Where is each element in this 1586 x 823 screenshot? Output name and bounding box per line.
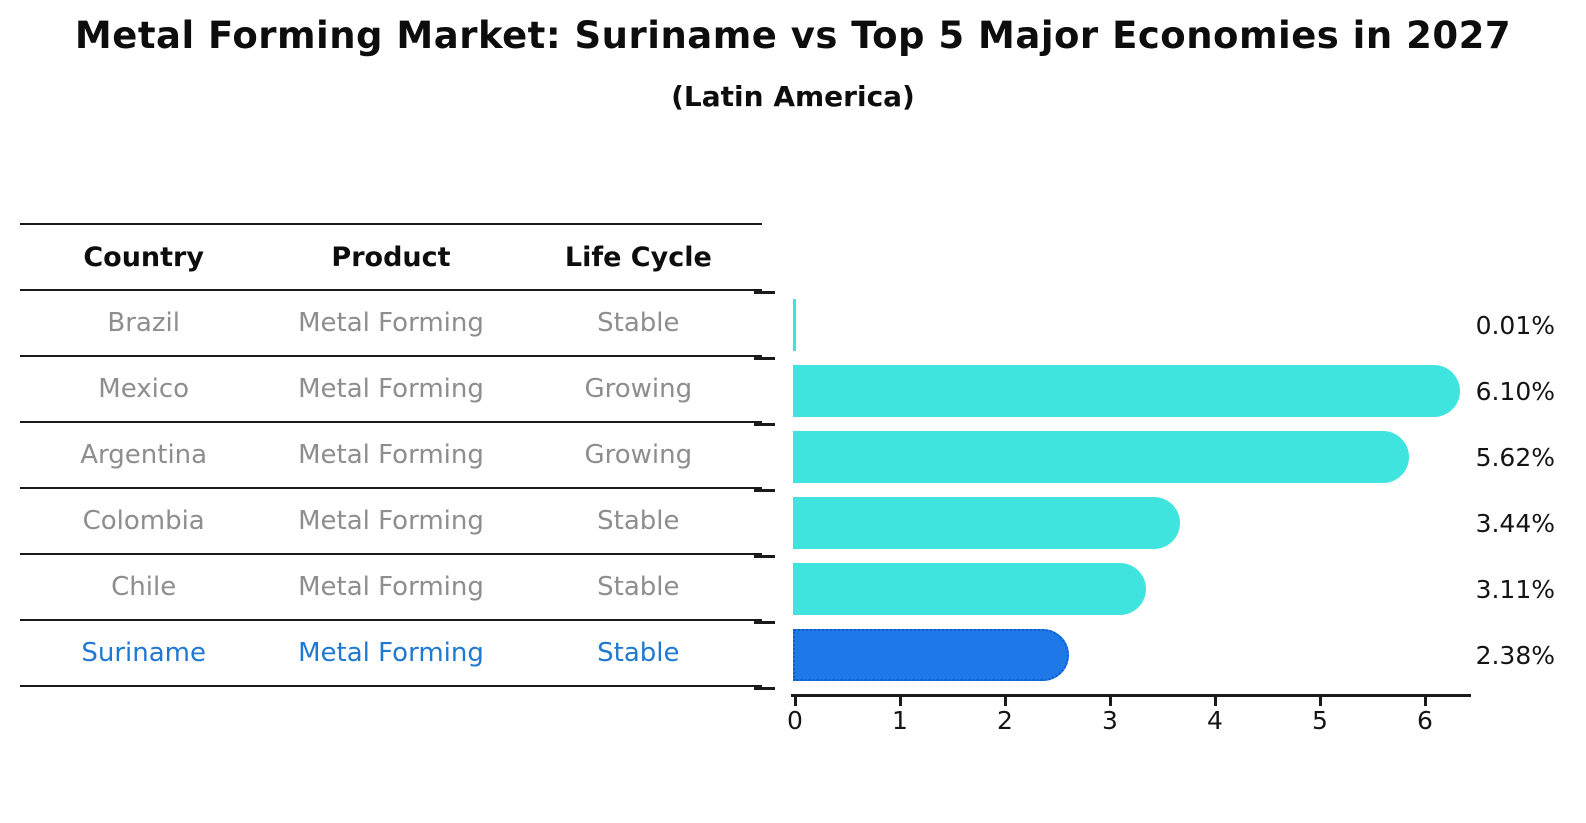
cell-lifecycle: Growing [584, 440, 693, 470]
bar-colombia [793, 497, 1181, 549]
bar-argentina [793, 431, 1410, 483]
cell-country: Suriname [81, 638, 206, 668]
x-axis-tick [1424, 697, 1427, 706]
cell-country: Colombia [82, 506, 205, 536]
x-axis-tick-label: 1 [892, 706, 908, 735]
table-row: Argentina Metal Forming Growing [20, 423, 762, 489]
cell-product: Metal Forming [298, 506, 484, 536]
table-row: Chile Metal Forming Stable [20, 555, 762, 621]
x-axis-tick [794, 697, 797, 706]
x-axis-tick-label: 0 [787, 706, 803, 735]
bar-value-label: 3.11% [1475, 574, 1555, 604]
table-row: Brazil Metal Forming Stable [20, 291, 762, 357]
cell-country: Brazil [107, 308, 180, 338]
cell-lifecycle: Stable [597, 506, 680, 536]
x-axis-tick [1109, 697, 1112, 706]
cell-country: Chile [111, 572, 177, 602]
bar-value-label: 0.01% [1475, 310, 1555, 340]
bar-suriname [793, 629, 1069, 681]
bar-value-label: 5.62% [1475, 442, 1555, 472]
bar-value-label: 2.38% [1475, 640, 1555, 670]
cell-product: Metal Forming [298, 374, 484, 404]
cell-product: Metal Forming [298, 308, 484, 338]
x-axis-tick-label: 6 [1417, 706, 1433, 735]
column-header-country: Country [83, 241, 204, 273]
cell-country: Argentina [80, 440, 208, 470]
x-axis-tick [1319, 697, 1322, 706]
table-header-row: Country Product Life Cycle [20, 225, 762, 291]
x-axis-tick-label: 4 [1207, 706, 1223, 735]
x-axis-tick [1214, 697, 1217, 706]
cell-product: Metal Forming [298, 440, 484, 470]
bar-chile [793, 563, 1146, 615]
y-axis-tick [754, 687, 775, 690]
cell-product: Metal Forming [298, 572, 484, 602]
column-header-product: Product [331, 241, 451, 273]
cell-lifecycle: Stable [597, 572, 680, 602]
comparison-table: Country Product Life Cycle Brazil Metal … [20, 223, 762, 687]
bar-value-label: 6.10% [1475, 376, 1555, 406]
cell-lifecycle: Stable [597, 308, 680, 338]
table-row: Colombia Metal Forming Stable [20, 489, 762, 555]
cell-product: Metal Forming [298, 638, 484, 668]
column-header-lifecycle: Life Cycle [564, 241, 712, 273]
cell-lifecycle: Growing [584, 374, 693, 404]
x-axis-tick [1004, 697, 1007, 706]
x-axis-tick-label: 3 [1102, 706, 1118, 735]
chart-subtitle: (Latin America) [671, 80, 915, 113]
bar-brazil [793, 299, 796, 351]
x-axis-tick [899, 697, 902, 706]
x-axis-line [791, 694, 1471, 697]
table-row: Mexico Metal Forming Growing [20, 357, 762, 423]
cell-lifecycle: Stable [597, 638, 680, 668]
table-row-highlighted: Suriname Metal Forming Stable [20, 621, 762, 687]
bar-value-label: 3.44% [1475, 508, 1555, 538]
x-axis-tick-label: 2 [997, 706, 1013, 735]
chart-title: Metal Forming Market: Suriname vs Top 5 … [74, 14, 1512, 57]
x-axis-tick-label: 5 [1312, 706, 1328, 735]
bar-mexico [793, 365, 1460, 417]
cell-country: Mexico [98, 374, 190, 404]
